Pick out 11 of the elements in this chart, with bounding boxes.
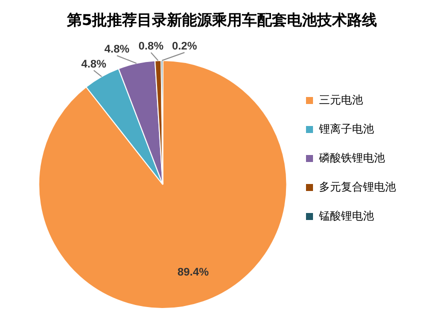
legend-label: 锂离子电池 — [318, 122, 374, 136]
legend-label: 三元电池 — [319, 93, 363, 106]
chart-title: 第5批推荐目录新能源乘用车配套电池技术路线 — [66, 10, 378, 29]
legend-label: 锰酸锂电池 — [318, 209, 374, 222]
data-label: 0.8% — [138, 40, 164, 53]
legend-label: 多元复合锂电池 — [319, 180, 396, 194]
data-label: 4.8% — [104, 44, 130, 56]
data-label: 4.8% — [81, 58, 107, 70]
legend-label: 磷酸铁锂电池 — [318, 151, 385, 164]
data-label: 0.2% — [172, 40, 198, 53]
data-label: 89.4% — [178, 266, 209, 278]
